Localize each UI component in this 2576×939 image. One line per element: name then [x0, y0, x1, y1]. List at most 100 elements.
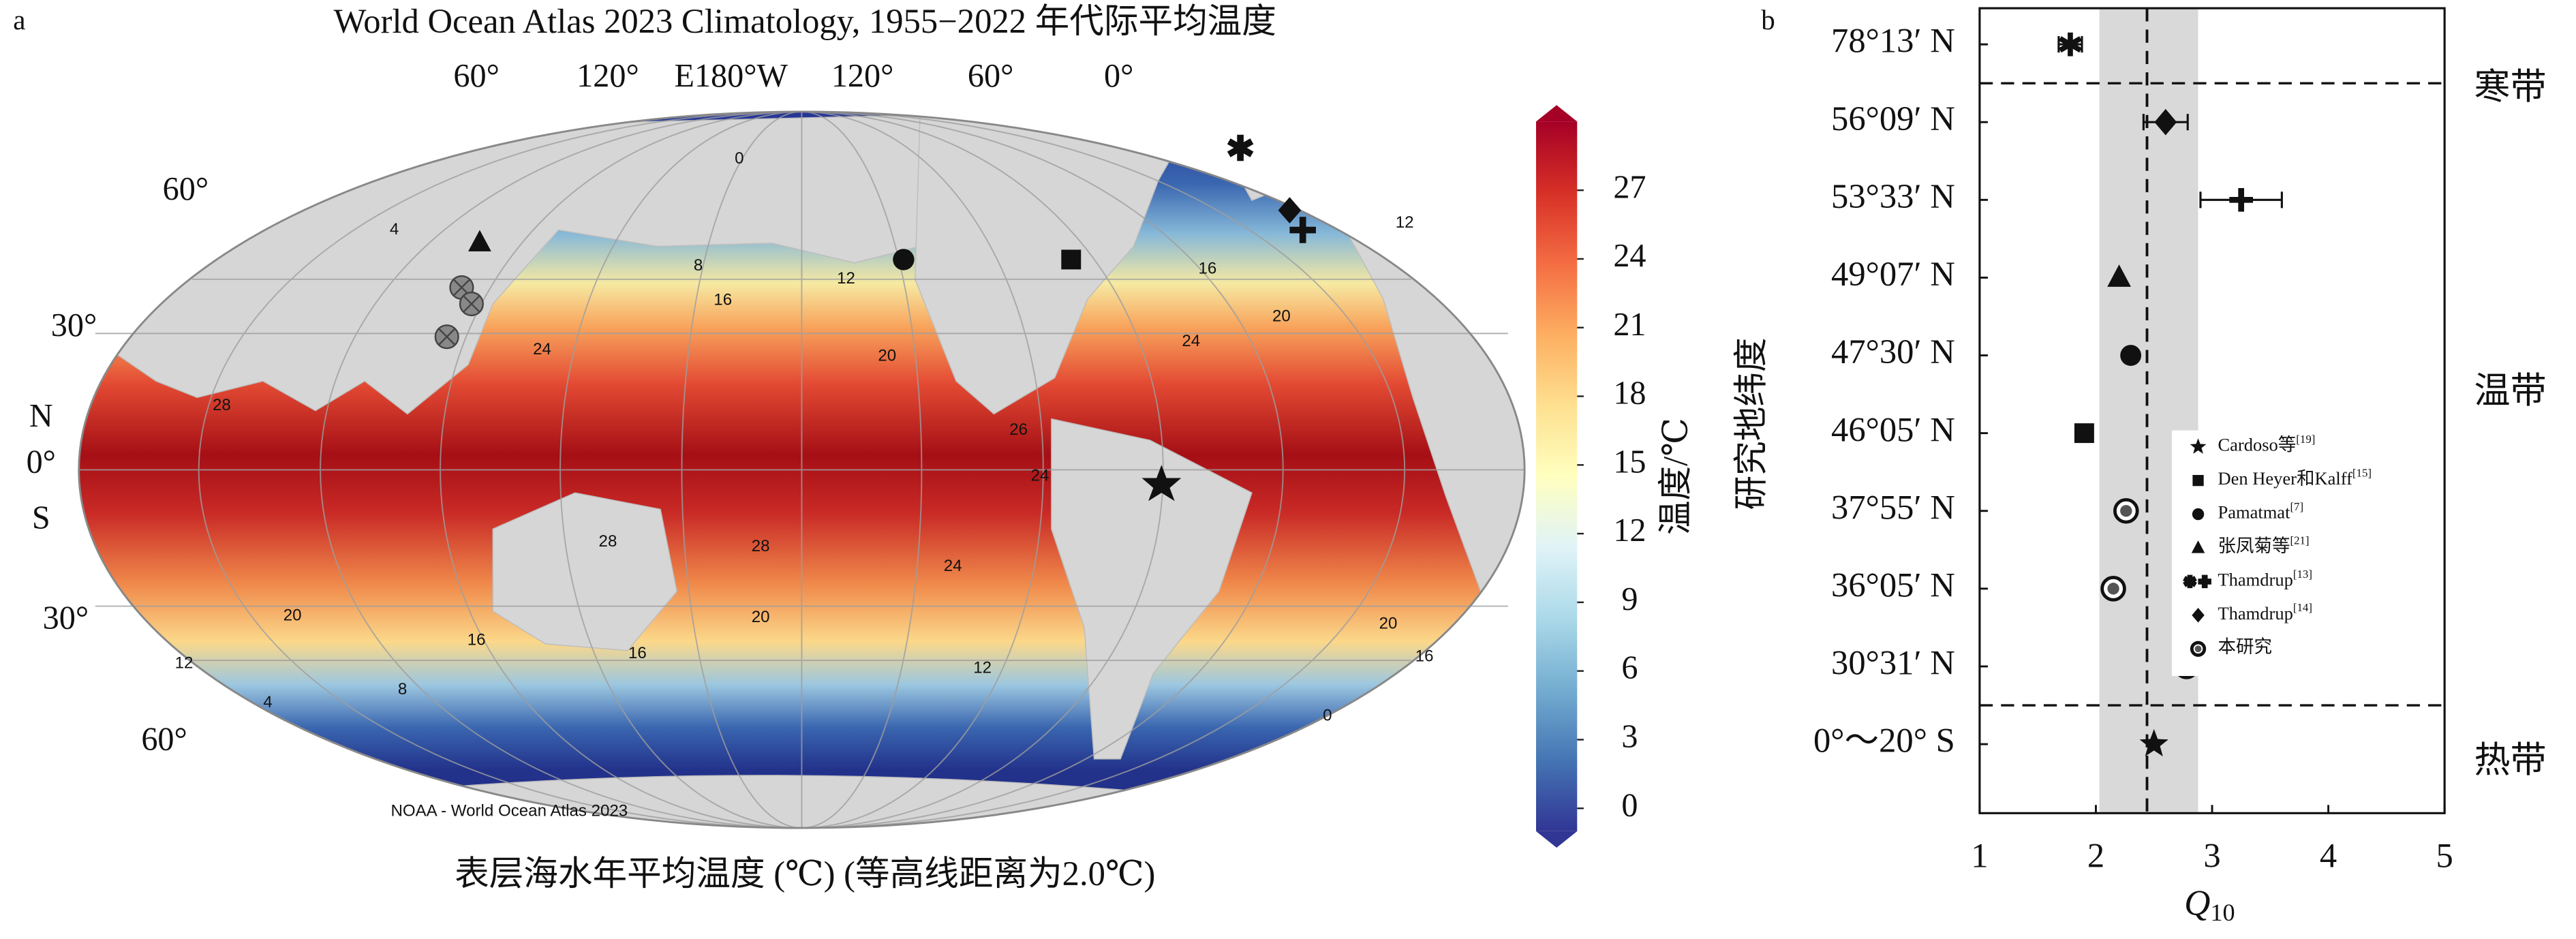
contour-label: 24 [1182, 332, 1200, 350]
y-tick-label: 78°13′ N [1831, 22, 1955, 60]
legend-box [2171, 430, 2337, 677]
legend-name: Thamdrup [2218, 569, 2293, 589]
contour-label: 20 [878, 347, 896, 365]
y-tick-label: 56°09′ N [1831, 99, 1955, 138]
map-sites [434, 134, 1316, 502]
globe-outline [78, 110, 1526, 829]
colorbar-tick-label: 3 [1621, 719, 1638, 755]
y-tick-label: 36°05′ N [1831, 566, 1955, 604]
marker-cross [2198, 574, 2211, 589]
contour-label: 16 [628, 644, 647, 662]
lat-label: 60° [163, 171, 209, 207]
site-marker [893, 249, 915, 271]
legend-name: Pamatmat [2218, 502, 2290, 523]
legend-label: Pamatmat[7] [2218, 500, 2303, 523]
contour-label: 20 [1272, 307, 1291, 326]
contour-label: 0 [1323, 706, 1332, 724]
lon-label: 120° [577, 58, 639, 94]
site-marker [1141, 465, 1182, 502]
legend-label: 本研究 [2218, 636, 2272, 657]
legend-ref: [21] [2290, 534, 2309, 547]
marker-otimes-core [2194, 645, 2202, 653]
colorbar-label: 温度/℃ [1656, 418, 1694, 535]
marker-triangle [2191, 540, 2205, 553]
marker-circle [2120, 345, 2142, 366]
marker-star [2139, 728, 2168, 757]
colorbar-extend [1536, 105, 1578, 122]
contour-label: 16 [1415, 647, 1434, 666]
legend-name: Thamdrup [2218, 603, 2293, 624]
x-tick-label: 4 [2320, 836, 2337, 874]
series [2107, 264, 2131, 287]
contour-label: 16 [467, 631, 486, 649]
y-tick-label: 46°05′ N [1831, 410, 1955, 448]
colorbar-tick-label: 6 [1621, 650, 1638, 686]
y-tick-label: 47°30′ N [1831, 333, 1955, 371]
contour-label: 12 [175, 653, 194, 672]
colorbar-tick-label: 18 [1613, 375, 1646, 412]
marker-triangle [2107, 264, 2131, 287]
lon-label: 60° [968, 58, 1013, 94]
contour-label: 8 [398, 680, 407, 698]
contour-label: 12 [837, 269, 855, 288]
marker-otimes-core [2107, 583, 2119, 595]
contour-label: 16 [714, 291, 732, 309]
lat-label: N [29, 398, 53, 434]
map-caption: 表层海水年平均温度 (℃) (等高线距离为2.0℃) [455, 855, 1155, 893]
lat-label: 0° [27, 444, 56, 480]
map-credit: NOAA - World Ocean Atlas 2023 [390, 801, 628, 820]
panel-label: b [1761, 4, 1775, 35]
contour-label: 28 [599, 532, 617, 551]
legend-ref: [7] [2290, 500, 2303, 513]
colorbar-tick-label: 12 [1613, 512, 1646, 549]
colorbar: 0 3 6 9 12 15 18 21 24 27 [1536, 105, 1646, 848]
contour-label: 0 [735, 149, 743, 168]
marker-asterisk [2058, 32, 2082, 57]
contour-label: 12 [1396, 213, 1414, 232]
lon-label: 60° [453, 58, 499, 94]
marker-square [2192, 475, 2204, 487]
colorbar-tick-label: 24 [1613, 238, 1646, 274]
y-tick-label: 0°～20° S [1813, 722, 1955, 760]
contour-label: 24 [1031, 466, 1049, 484]
lat-labels: 60° 30° N 0° S 30° 60° [27, 171, 209, 758]
zone-label: 热带 [2474, 741, 2547, 780]
marker-otimes [2100, 576, 2126, 602]
contour-label: 20 [1379, 614, 1398, 632]
legend-label: Thamdrup[13] [2218, 568, 2312, 590]
x-tick-label: 5 [2436, 836, 2453, 874]
legend-label: Cardoso等[19] [2218, 433, 2315, 455]
lon-label: E180°W [675, 58, 788, 94]
site-marker [1061, 249, 1082, 270]
y-tick-label: 49°07′ N [1831, 255, 1955, 293]
contour-label: 28 [752, 537, 770, 555]
series [2074, 423, 2094, 444]
x-axis-title: Q10 [2184, 884, 2235, 926]
contour-label: 16 [1198, 260, 1216, 278]
contour-label: 4 [390, 220, 399, 238]
zone-label: 温带 [2474, 371, 2547, 411]
marker-circle [2192, 508, 2205, 521]
x-tick-label: 3 [2203, 836, 2220, 874]
contour-label: 24 [533, 340, 551, 358]
colorbar-tick-label: 15 [1613, 444, 1646, 480]
series [2139, 728, 2168, 757]
site-marker [434, 275, 484, 350]
lat-label: 30° [51, 307, 97, 343]
colorbar-extend [1536, 831, 1578, 848]
colorbar-tick-label: 21 [1613, 307, 1646, 343]
colorbar-tick-label: 27 [1613, 169, 1646, 205]
legend-label: Thamdrup[14] [2218, 601, 2312, 624]
y-tick-label: 53°33′ N [1831, 177, 1955, 215]
lat-label: 60° [141, 722, 187, 758]
map-title: World Ocean Atlas 2023 Climatology, 1955… [334, 2, 1276, 40]
marker-diamond [2154, 108, 2177, 136]
legend-name: Cardoso等 [2218, 435, 2296, 455]
series [2142, 108, 2189, 136]
colorbar-tick-label: 9 [1621, 581, 1638, 617]
contour-labels: 0 4 8 12 16 20 24 28 28 28 26 24 24 20 20 16 16 12 12 8 4 0 16… [175, 149, 1434, 724]
series [2120, 345, 2142, 366]
